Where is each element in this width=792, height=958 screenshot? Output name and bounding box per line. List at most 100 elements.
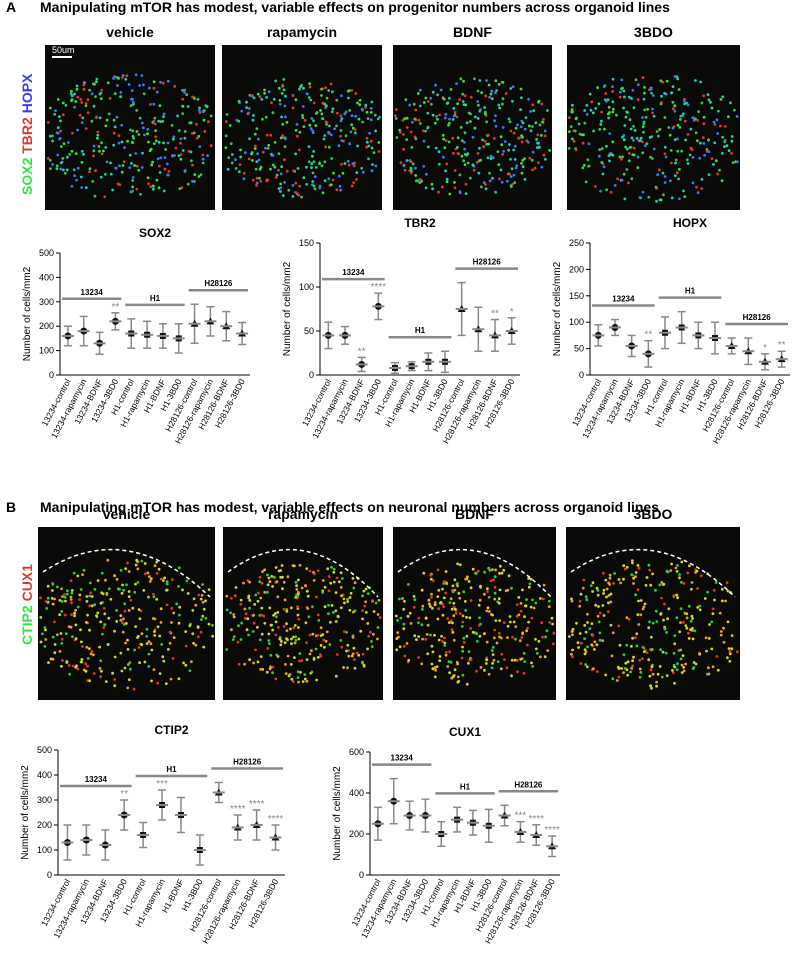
cell [274,566,278,569]
cell [335,576,339,580]
cell [631,561,634,565]
cell [458,173,462,177]
cell [273,165,277,169]
cell [582,578,586,582]
cell [227,156,231,160]
cell [506,624,510,628]
cell [143,562,147,565]
cell [606,610,610,614]
cell [537,161,540,165]
cell [437,588,441,592]
cell [125,583,128,587]
cell [126,561,129,565]
cell [422,165,426,168]
cell [149,103,152,106]
cell [446,665,450,668]
cell [720,179,724,183]
cell [398,597,401,601]
cell [607,154,611,158]
cell [95,614,98,617]
cell [676,137,679,141]
cell [647,626,651,630]
cell [409,169,413,172]
cell [676,171,679,175]
cell [113,684,117,688]
cell [70,94,74,98]
cell [280,564,284,567]
cell [481,138,484,142]
cell [609,190,613,194]
cell [523,178,527,181]
cell [682,99,686,103]
cell [312,150,316,153]
cell [331,178,335,182]
cell [350,123,354,127]
cell [495,641,499,645]
cell [107,587,111,591]
cell [448,601,452,604]
cell [311,605,314,609]
cell [351,652,355,656]
cell [329,82,333,86]
cell [405,138,409,142]
cell [636,166,640,170]
cell [514,625,518,628]
micrograph [393,45,552,210]
cell [658,583,662,587]
cell [465,634,469,638]
cell [463,600,467,603]
cell [633,129,637,132]
cell [586,158,590,162]
cell [54,109,57,112]
cell [665,79,669,83]
cell [412,102,416,106]
cell [181,112,185,115]
cell [171,657,175,660]
cell [305,165,308,169]
cell [655,199,658,203]
cell [718,168,721,172]
cell [61,659,64,662]
cell [70,184,74,188]
cell [398,130,402,134]
cell [571,627,575,631]
cell [630,177,634,181]
cell [278,99,282,102]
cell [340,645,344,649]
cell [332,567,336,571]
cell [516,670,519,674]
cell [178,187,182,191]
cell [728,652,732,656]
cell [274,633,278,637]
cell [300,586,304,590]
cell [449,88,453,91]
cell [323,160,327,164]
cell [340,94,343,98]
cell [39,596,42,600]
cell [353,131,357,135]
cell [456,146,459,149]
cell [331,107,335,111]
cell [625,168,629,171]
cell [81,573,84,577]
cell [314,112,318,115]
cell [352,610,355,614]
cell [442,97,445,100]
cell [636,98,640,102]
cell [307,96,311,99]
cell [538,123,542,127]
cell [60,610,64,613]
cell [430,644,434,648]
cell [452,601,456,605]
cell [177,129,181,132]
cell [586,645,589,649]
cell [376,613,380,616]
cell [51,589,54,592]
cell [65,660,69,663]
cell [96,133,100,137]
cell [196,98,200,101]
cell [302,86,305,90]
cell [135,109,139,112]
cell [654,609,658,613]
cell [63,171,67,175]
